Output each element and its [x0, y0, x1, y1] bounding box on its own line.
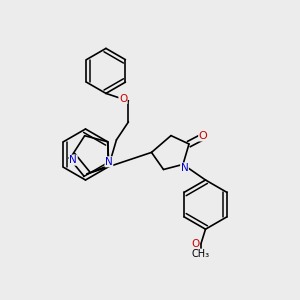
Text: CH₃: CH₃: [192, 249, 210, 259]
Text: O: O: [191, 238, 199, 249]
Text: N: N: [105, 157, 113, 167]
Text: N: N: [70, 155, 77, 165]
Text: O: O: [199, 131, 208, 141]
Text: N: N: [181, 163, 188, 173]
Text: O: O: [119, 94, 127, 103]
